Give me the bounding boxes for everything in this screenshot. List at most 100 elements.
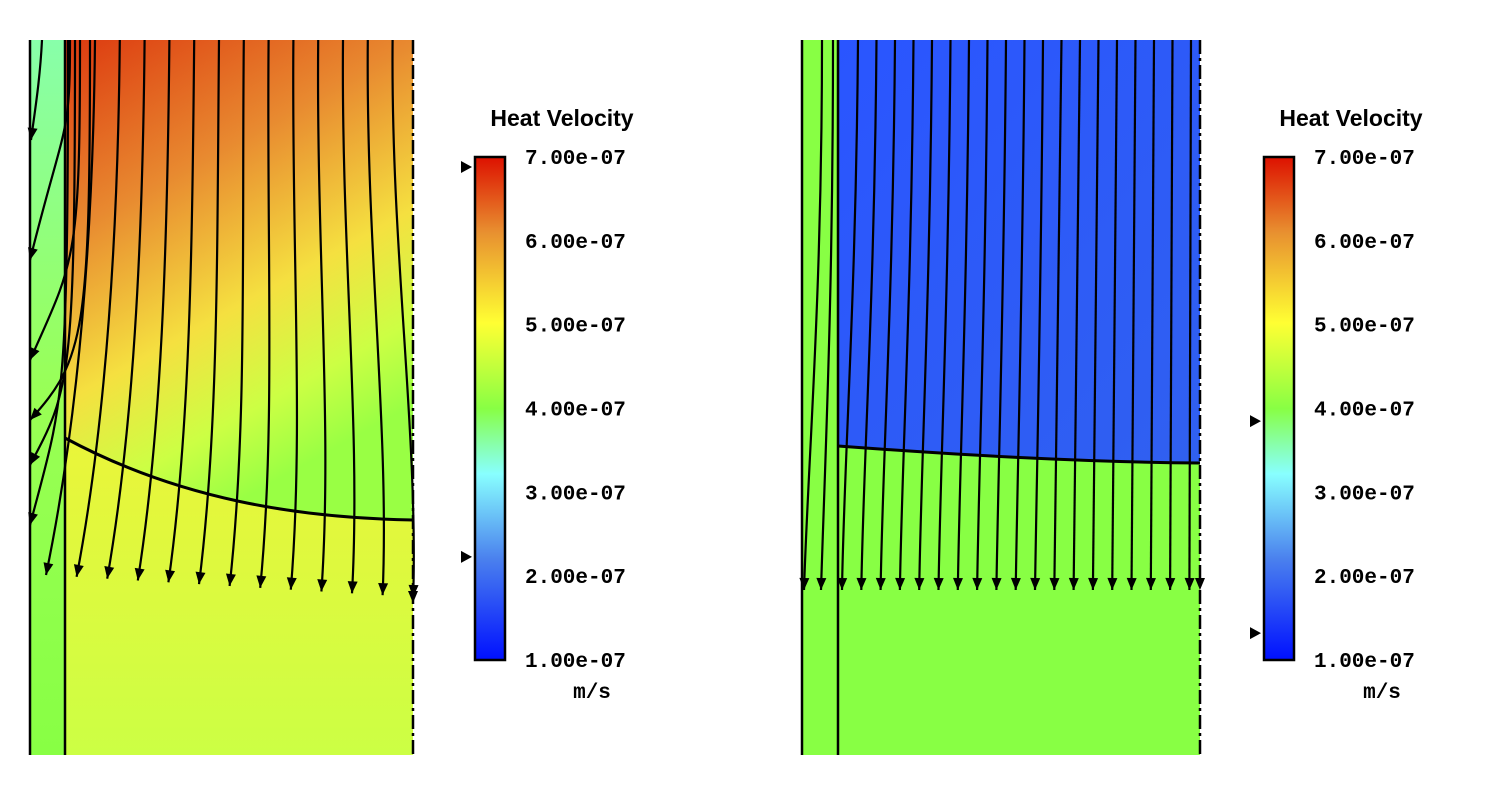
- streamline: [1111, 39, 1119, 591]
- arrowhead-icon: [165, 569, 176, 583]
- interface-line: [64, 436, 414, 522]
- arrowhead-icon: [27, 127, 38, 140]
- streamline: [1091, 39, 1100, 591]
- colorbar-tick-label: 4.00e-07: [525, 400, 626, 423]
- arrowhead-icon: [30, 407, 42, 420]
- streamline: [1053, 39, 1063, 591]
- colorbar: [1262, 155, 1296, 662]
- streamline: [898, 39, 915, 591]
- arrowhead-icon: [837, 577, 848, 590]
- streamline: [29, 39, 77, 466]
- colorbar-tick-label: 6.00e-07: [525, 232, 626, 255]
- colorbar-tick-label: 2.00e-07: [525, 567, 626, 590]
- arrowhead-icon: [408, 584, 419, 597]
- range-marker-icon: [461, 161, 472, 174]
- range-marker-icon: [1250, 627, 1261, 640]
- streamline: [956, 39, 971, 591]
- arrowhead-icon: [317, 579, 328, 592]
- right-colorbar: Heat Velocity 7.00e-07 6.00e-07 5.00e-07 4.…: [1250, 105, 1423, 705]
- streamline: [879, 39, 897, 591]
- left-plot: [27, 39, 419, 755]
- right-plot: [799, 39, 1205, 755]
- arrowhead-icon: [195, 571, 206, 585]
- arrowhead-icon: [1184, 577, 1195, 590]
- streamline: [197, 39, 221, 585]
- streamline: [1149, 39, 1156, 591]
- left-colorbar: Heat Velocity 7.00e-07 6.00e-07 5.00e-07 4.…: [461, 105, 634, 705]
- streamline: [976, 39, 989, 591]
- arrowhead-icon: [134, 567, 145, 581]
- arrowhead-icon: [875, 577, 886, 590]
- streamline: [167, 39, 196, 583]
- colorbar-unit: m/s: [1363, 682, 1401, 705]
- arrowhead-icon: [914, 577, 925, 590]
- colorbar-tick-label: 5.00e-07: [1314, 316, 1415, 339]
- streamline: [819, 39, 835, 591]
- colorbar-tick-label: 7.00e-07: [1314, 148, 1415, 171]
- streamline: [995, 39, 1008, 591]
- arrowhead-icon: [104, 565, 115, 579]
- arrowhead-icon: [408, 591, 418, 603]
- streamline: [1169, 39, 1174, 591]
- range-marker-icon: [1250, 415, 1261, 428]
- arrowhead-icon: [856, 577, 867, 590]
- colorbar: [473, 155, 507, 662]
- arrowhead-icon: [73, 564, 84, 577]
- arrowhead-icon: [933, 577, 944, 590]
- colorbar-tick-label: 7.00e-07: [525, 148, 626, 171]
- streamline: [316, 39, 327, 592]
- arrowhead-icon: [378, 582, 389, 596]
- arrowhead-icon: [43, 562, 54, 575]
- colorbar-tick-label: 3.00e-07: [525, 483, 626, 506]
- streamline: [366, 39, 386, 596]
- arrowhead-icon: [972, 577, 983, 590]
- streamline: [1188, 39, 1193, 591]
- streamline: [1033, 39, 1045, 591]
- streamline: [918, 39, 934, 591]
- colorbar-tick-label: 1.00e-07: [1314, 651, 1415, 674]
- streamline: [391, 39, 415, 598]
- streamline: [341, 39, 356, 594]
- arrowhead-icon: [1088, 577, 1099, 590]
- arrowhead-icon: [1107, 577, 1118, 590]
- arrowhead-icon: [816, 577, 827, 590]
- arrowhead-icon: [1049, 577, 1060, 590]
- streamline: [1072, 39, 1082, 591]
- streamline: [28, 39, 72, 261]
- upper-region: [65, 40, 413, 520]
- colorbar-tick-label: 6.00e-07: [1314, 232, 1415, 255]
- arrowhead-icon: [799, 577, 810, 590]
- arrowhead-icon: [1145, 577, 1156, 590]
- streamline: [75, 39, 121, 578]
- streamline: [106, 39, 146, 579]
- streamline: [802, 39, 824, 591]
- streamline: [1014, 39, 1026, 591]
- arrowhead-icon: [1126, 577, 1137, 590]
- colorbar-tick-label: 3.00e-07: [1314, 483, 1415, 506]
- arrowhead-icon: [1010, 577, 1021, 590]
- arrowhead-icon: [952, 577, 963, 590]
- arrowhead-icon: [225, 573, 236, 586]
- streamline: [289, 39, 299, 590]
- streamline: [28, 39, 70, 526]
- streamline: [1130, 39, 1137, 591]
- upper-region: [838, 40, 1200, 463]
- streamline: [28, 39, 82, 361]
- arrowhead-icon: [1165, 577, 1176, 590]
- colorbar-title: Heat Velocity: [490, 105, 633, 131]
- colorbar-tick-label: 2.00e-07: [1314, 567, 1415, 590]
- arrowhead-icon: [256, 575, 267, 588]
- arrowhead-icon: [1068, 577, 1079, 590]
- range-marker-icon: [461, 550, 472, 563]
- arrowhead-icon: [991, 577, 1002, 590]
- colorbar-tick-label: 1.00e-07: [525, 651, 626, 674]
- colorbar-tick-label: 4.00e-07: [1314, 400, 1415, 423]
- arrowhead-icon: [30, 452, 41, 465]
- arrowhead-icon: [1030, 577, 1041, 590]
- streamline: [937, 39, 952, 591]
- colorbar-title: Heat Velocity: [1279, 105, 1422, 131]
- arrowhead-icon: [347, 581, 358, 594]
- streamline: [44, 39, 97, 576]
- arrowhead-icon: [895, 577, 906, 590]
